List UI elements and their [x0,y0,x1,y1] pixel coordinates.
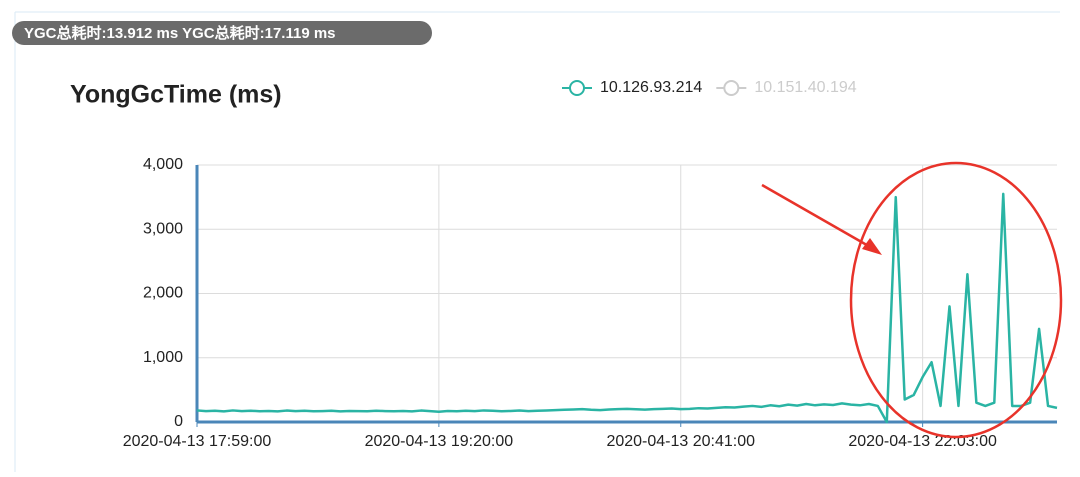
legend-item[interactable]: 10.126.93.214 [562,79,702,96]
legend-symbol [723,80,740,96]
y-tick-label: 4,000 [143,156,183,173]
annotation-circle [849,161,1063,439]
y-tick-label: 2,000 [143,285,183,302]
annotation-arrowhead [862,238,882,255]
legend-item[interactable]: 10.151.40.194 [716,79,857,96]
legend-label: 10.126.93.214 [600,79,702,96]
y-tick-label: 1,000 [143,349,183,366]
x-tick-label: 2020-04-13 20:41:00 [606,433,755,450]
x-tick-label: 2020-04-13 19:20:00 [365,433,514,450]
badge: YGC总耗时:13.912 ms YGC总耗时:17.119 ms [24,24,336,42]
legend-label: 10.151.40.194 [754,79,856,96]
y-tick-label: 0 [174,413,183,430]
annotation-arrow [761,183,873,250]
series-line [196,192,1058,424]
legend-symbol [569,80,585,96]
badge-bg [12,21,432,45]
chart-title: YongGcTime (ms) [70,81,282,109]
x-tick-label: 2020-04-13 17:59:00 [123,433,272,450]
y-tick-label: 3,000 [143,220,183,237]
